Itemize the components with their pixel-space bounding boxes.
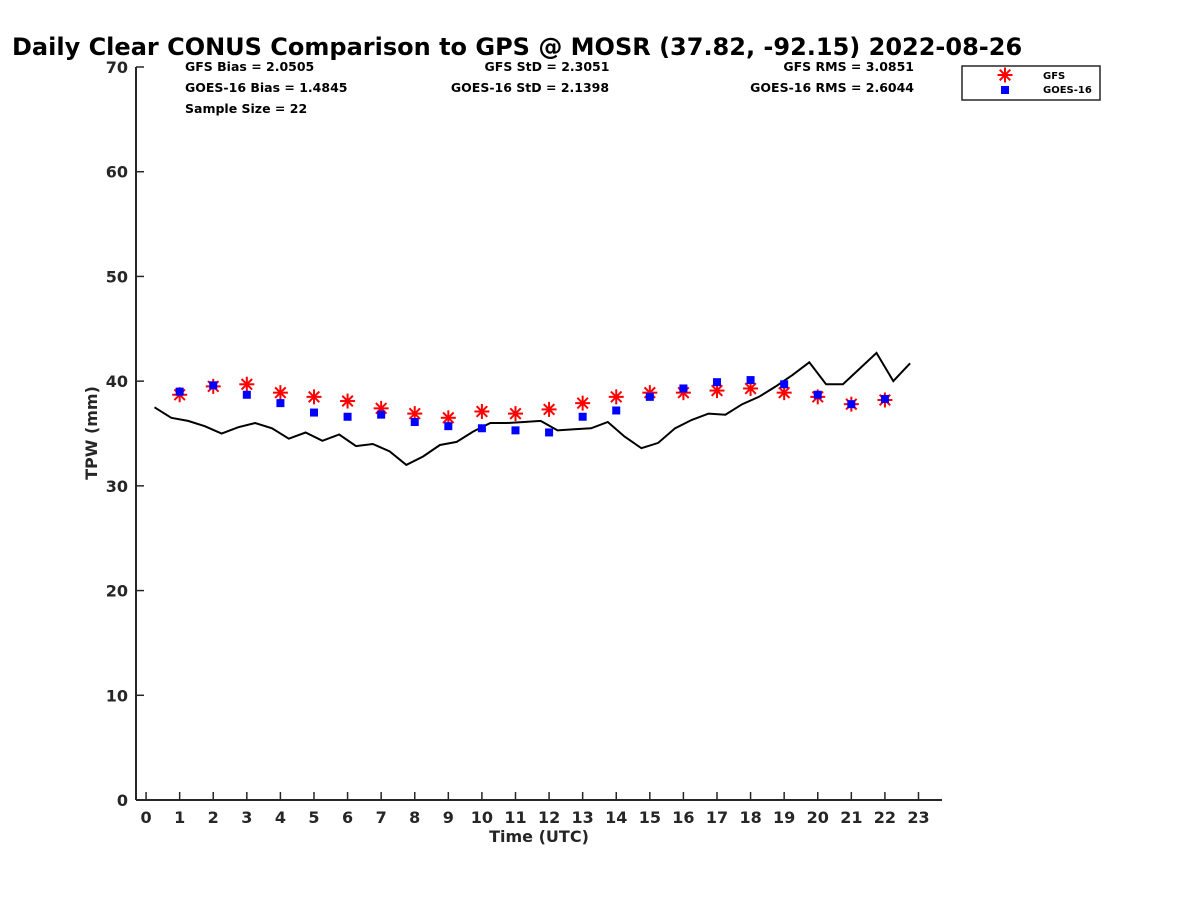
goes-point bbox=[477, 424, 486, 433]
x-tick-label: 3 bbox=[241, 808, 252, 827]
x-axis-label: Time (UTC) bbox=[489, 827, 589, 846]
x-tick-label: 15 bbox=[639, 808, 661, 827]
plot-area bbox=[153, 351, 911, 467]
goes-point bbox=[712, 378, 721, 387]
gfs-point bbox=[340, 393, 356, 409]
chart-title: Daily Clear CONUS Comparison to GPS @ MO… bbox=[12, 33, 1022, 61]
gfs-point bbox=[507, 406, 523, 422]
goes-point bbox=[209, 381, 218, 390]
gfs-point bbox=[575, 395, 591, 411]
y-tick-label: 0 bbox=[117, 791, 128, 810]
y-tick-label: 10 bbox=[106, 686, 128, 705]
x-tick-label: 5 bbox=[308, 808, 319, 827]
x-tick-label: 14 bbox=[605, 808, 627, 827]
legend-gfs-asterisk bbox=[997, 67, 1013, 83]
legend-gfs-marker bbox=[997, 67, 1013, 83]
y-tick-label: 70 bbox=[106, 58, 128, 77]
goes-point bbox=[679, 384, 688, 393]
stats-block: GFS Bias = 2.0505 GFS StD = 2.3051 GFS R… bbox=[185, 59, 914, 116]
goes-point bbox=[276, 399, 285, 408]
y-tick-label: 20 bbox=[106, 582, 128, 601]
x-tick-label: 9 bbox=[443, 808, 454, 827]
goes-point bbox=[645, 392, 654, 401]
goes-point bbox=[444, 422, 453, 431]
goes-point bbox=[242, 390, 251, 399]
x-tick-label: 21 bbox=[840, 808, 862, 827]
gfs-point bbox=[306, 389, 322, 405]
goes-point bbox=[847, 400, 856, 409]
y-tick-label: 40 bbox=[106, 372, 128, 391]
x-tick-label: 17 bbox=[706, 808, 728, 827]
x-tick-label: 12 bbox=[538, 808, 560, 827]
x-tick-label: 7 bbox=[376, 808, 387, 827]
goes-point bbox=[746, 376, 755, 385]
stat-goes-std: GOES-16 StD = 2.1398 bbox=[451, 80, 609, 95]
gfs-point bbox=[272, 385, 288, 401]
reference-line bbox=[153, 351, 911, 467]
y-tick-label: 60 bbox=[106, 163, 128, 182]
x-tick-label: 18 bbox=[739, 808, 761, 827]
legend-goes-marker bbox=[1001, 86, 1009, 94]
goes-point bbox=[612, 406, 621, 415]
x-tick-label: 2 bbox=[208, 808, 219, 827]
goes-point bbox=[377, 410, 386, 419]
gfs-point bbox=[541, 401, 557, 417]
x-ticks: 0 1 2 3 4 5 6 7 8 9 10 11 12 13 14 15 16 17 18 19 20 21 22 23 bbox=[141, 792, 930, 827]
legend-box bbox=[961, 65, 1101, 101]
goes-point bbox=[813, 390, 822, 399]
goes-point bbox=[175, 387, 184, 396]
plot-axes bbox=[135, 67, 942, 801]
x-tick-label: 13 bbox=[572, 808, 594, 827]
x-tick-label: 23 bbox=[907, 808, 929, 827]
stat-gfs-bias: GFS Bias = 2.0505 bbox=[185, 59, 314, 74]
y-ticks: 0 10 20 30 40 50 60 70 bbox=[106, 58, 144, 810]
x-tick-label: 16 bbox=[672, 808, 694, 827]
x-tick-label: 22 bbox=[874, 808, 896, 827]
goes-point bbox=[545, 428, 554, 437]
x-tick-label: 10 bbox=[471, 808, 493, 827]
stat-gfs-rms: GFS RMS = 3.0851 bbox=[783, 59, 914, 74]
gfs-point bbox=[474, 404, 490, 420]
x-tick-label: 8 bbox=[409, 808, 420, 827]
legend-gfs-label: GFS bbox=[1043, 71, 1065, 82]
goes-point bbox=[511, 426, 520, 435]
x-tick-label: 20 bbox=[807, 808, 829, 827]
legend: GFS GOES-16 bbox=[961, 65, 1101, 101]
x-tick-label: 1 bbox=[174, 808, 185, 827]
goes-point bbox=[343, 412, 352, 421]
y-tick-label: 50 bbox=[106, 267, 128, 286]
y-tick-label: 30 bbox=[106, 477, 128, 496]
gfs-point bbox=[608, 389, 624, 405]
x-tick-label: 4 bbox=[275, 808, 286, 827]
legend-goes-label: GOES-16 bbox=[1043, 85, 1092, 96]
y-axis-label: TPW (mm) bbox=[82, 386, 101, 480]
x-tick-label: 19 bbox=[773, 808, 795, 827]
goes-point bbox=[309, 408, 318, 417]
x-tick-label: 11 bbox=[504, 808, 526, 827]
goes-point bbox=[880, 394, 889, 403]
stat-goes-rms: GOES-16 RMS = 2.6044 bbox=[750, 80, 914, 95]
goes-point bbox=[780, 380, 789, 389]
goes-point bbox=[410, 417, 419, 426]
goes-point bbox=[578, 412, 587, 421]
stat-sample-size: Sample Size = 22 bbox=[185, 101, 307, 116]
gfs-point bbox=[239, 376, 255, 392]
stat-gfs-std: GFS StD = 2.3051 bbox=[485, 59, 610, 74]
x-tick-label: 0 bbox=[141, 808, 152, 827]
stat-goes-bias: GOES-16 Bias = 1.4845 bbox=[185, 80, 347, 95]
x-tick-label: 6 bbox=[342, 808, 353, 827]
